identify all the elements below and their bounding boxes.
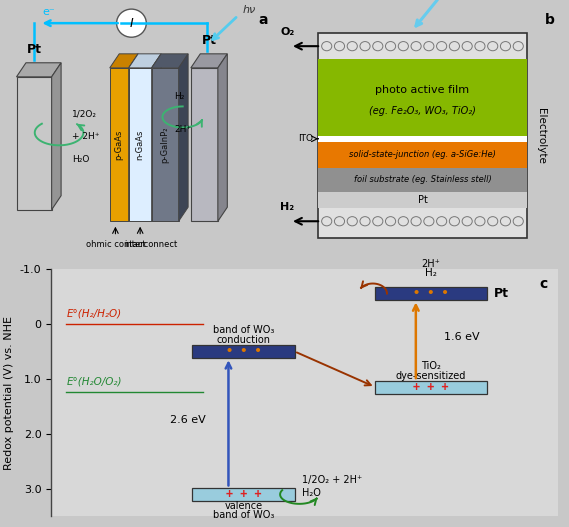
Text: 2H⁺: 2H⁺ bbox=[175, 125, 192, 134]
Text: ohmic contact: ohmic contact bbox=[85, 240, 145, 249]
Text: e⁻: e⁻ bbox=[42, 7, 55, 17]
Text: a: a bbox=[258, 13, 268, 27]
Text: H₂: H₂ bbox=[425, 268, 437, 278]
Text: Pt: Pt bbox=[494, 287, 509, 300]
Text: band of WO₃: band of WO₃ bbox=[213, 326, 274, 336]
Text: 1/2O₂: 1/2O₂ bbox=[72, 109, 97, 118]
Text: I: I bbox=[130, 17, 133, 30]
Polygon shape bbox=[17, 63, 61, 77]
Text: + + +: + + + bbox=[413, 380, 449, 394]
Text: Pt: Pt bbox=[27, 43, 42, 55]
Text: 2.6 eV: 2.6 eV bbox=[170, 415, 206, 425]
Text: H₂: H₂ bbox=[175, 92, 185, 101]
Text: 2H⁺: 2H⁺ bbox=[422, 259, 440, 269]
Text: Electrolyte: Electrolyte bbox=[536, 108, 546, 163]
Text: band of WO₃: band of WO₃ bbox=[213, 510, 274, 520]
Text: solid-state-junction (eg. a-SiGe:He): solid-state-junction (eg. a-SiGe:He) bbox=[349, 150, 496, 159]
Polygon shape bbox=[110, 54, 138, 68]
FancyBboxPatch shape bbox=[192, 345, 295, 358]
Text: n-GaAs: n-GaAs bbox=[135, 130, 145, 160]
Text: c: c bbox=[539, 277, 547, 291]
Text: TiO₂: TiO₂ bbox=[421, 361, 441, 371]
Polygon shape bbox=[191, 54, 227, 68]
Text: • • •: • • • bbox=[413, 287, 449, 300]
Text: foil substrate (eg. Stainless stell): foil substrate (eg. Stainless stell) bbox=[353, 175, 492, 184]
Polygon shape bbox=[129, 54, 138, 221]
FancyBboxPatch shape bbox=[129, 68, 151, 221]
Text: interconnect: interconnect bbox=[125, 240, 178, 249]
Text: ITO: ITO bbox=[298, 134, 312, 143]
Text: 1/2O₂ + 2H⁺: 1/2O₂ + 2H⁺ bbox=[302, 475, 362, 485]
Polygon shape bbox=[151, 54, 161, 221]
Polygon shape bbox=[179, 54, 188, 221]
Text: valence: valence bbox=[225, 501, 263, 511]
Polygon shape bbox=[151, 54, 188, 68]
FancyBboxPatch shape bbox=[318, 192, 527, 209]
Polygon shape bbox=[52, 63, 61, 210]
FancyBboxPatch shape bbox=[318, 59, 527, 135]
Circle shape bbox=[117, 9, 146, 37]
FancyBboxPatch shape bbox=[191, 68, 218, 221]
FancyBboxPatch shape bbox=[192, 488, 295, 501]
Text: hν: hν bbox=[242, 5, 255, 15]
Text: E°(H₂/H₂O): E°(H₂/H₂O) bbox=[67, 308, 122, 318]
Text: O₂: O₂ bbox=[280, 27, 294, 37]
Text: • • •: • • • bbox=[226, 345, 262, 358]
FancyBboxPatch shape bbox=[318, 33, 527, 238]
Text: 1.6 eV: 1.6 eV bbox=[444, 333, 479, 343]
Polygon shape bbox=[218, 54, 227, 221]
Text: Pt: Pt bbox=[418, 195, 427, 205]
FancyBboxPatch shape bbox=[375, 287, 487, 300]
Text: H₂: H₂ bbox=[280, 202, 294, 212]
Text: dye-sensitized: dye-sensitized bbox=[396, 370, 466, 380]
FancyBboxPatch shape bbox=[318, 168, 527, 192]
Text: (eg. Fe₂O₃, WO₃, TiO₂): (eg. Fe₂O₃, WO₃, TiO₂) bbox=[369, 106, 476, 116]
Text: p-GaAs: p-GaAs bbox=[115, 130, 123, 160]
Text: b: b bbox=[545, 13, 555, 27]
Polygon shape bbox=[129, 54, 161, 68]
Text: H₂O: H₂O bbox=[302, 487, 321, 497]
Text: + + +: + + + bbox=[226, 488, 262, 501]
FancyBboxPatch shape bbox=[110, 68, 129, 221]
Text: conduction: conduction bbox=[217, 335, 271, 345]
FancyBboxPatch shape bbox=[318, 142, 527, 168]
Text: E°(H₂O/O₂): E°(H₂O/O₂) bbox=[67, 376, 122, 386]
Text: photo active film: photo active film bbox=[376, 85, 469, 95]
Text: + 2H⁺: + 2H⁺ bbox=[72, 132, 100, 141]
FancyBboxPatch shape bbox=[375, 380, 487, 394]
Text: Pt: Pt bbox=[201, 34, 217, 46]
FancyBboxPatch shape bbox=[17, 77, 52, 210]
Text: H₂O: H₂O bbox=[72, 155, 89, 164]
FancyBboxPatch shape bbox=[318, 135, 527, 142]
Text: p-GaInP₂: p-GaInP₂ bbox=[160, 126, 170, 163]
FancyBboxPatch shape bbox=[151, 68, 179, 221]
Y-axis label: Redox potential (V) vs. NHE: Redox potential (V) vs. NHE bbox=[5, 316, 14, 470]
